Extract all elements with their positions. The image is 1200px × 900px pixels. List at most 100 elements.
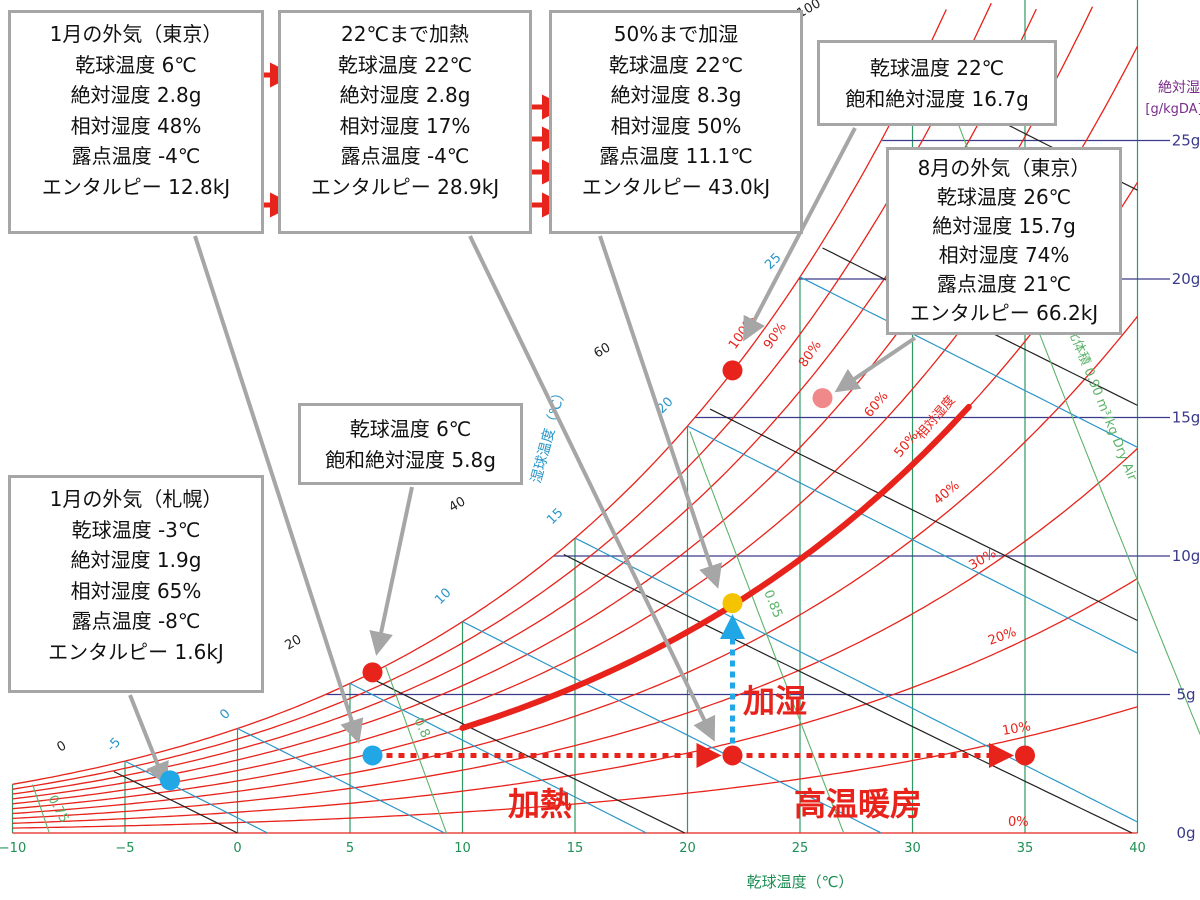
tokyo-jan-point	[362, 745, 383, 766]
tokyo-jan-abs-humidity: 絶対湿度 2.8g	[70, 83, 202, 107]
saturation-6c-box: 乾球温度 6℃ 飽和絶対湿度 5.8g	[298, 403, 523, 485]
humidified-title: 50%まで加湿	[613, 22, 739, 46]
wet-bulb-line	[799, 276, 1138, 448]
specific-volume-label: 0.85	[760, 588, 785, 620]
heating-label: 加熱	[508, 785, 572, 823]
leader-lines-layer	[128, 127, 917, 787]
rh-label: 90%	[761, 320, 790, 352]
tokyo-august-box: 8月の外気（東京） 乾球温度 26℃ 絶対湿度 15.7g 相対湿度 74% 露…	[886, 147, 1122, 335]
rh-curve	[12, 8, 1037, 795]
rh-label: 10%	[1001, 719, 1032, 739]
sat22-saturation: 飽和絶対湿度 16.7g	[845, 86, 1029, 111]
heated-drybulb: 乾球温度 22℃	[337, 52, 473, 77]
y-axis-title: 絶対湿度	[1158, 80, 1200, 96]
x-tick-label: 35	[1017, 841, 1034, 856]
y-tick-label: 0g	[1176, 824, 1195, 842]
heated-box: 22℃まで加熱 乾球温度 22℃ 絶対湿度 2.8g 相対湿度 17% 露点温度…	[278, 10, 532, 234]
wet-bulb-line	[574, 537, 1138, 823]
leader-line	[193, 235, 364, 744]
grid-layer	[11, 0, 1170, 833]
sat6-saturation: 飽和絶対湿度 5.8g	[325, 447, 496, 472]
wet-bulb-label: 10	[432, 586, 454, 608]
rh-label: 0%	[1008, 815, 1029, 830]
sapporo-jan-abs-humidity: 絶対湿度 1.9g	[70, 548, 202, 572]
humidified-box: 50%まで加湿 乾球温度 22℃ 絶対湿度 8.3g 相対湿度 50% 露点温度…	[549, 10, 803, 234]
x-axis-title: 乾球温度（℃）	[747, 873, 854, 891]
wet-bulb-label: -5	[104, 735, 124, 755]
tokyo-aug-dewpoint: 露点温度 21℃	[936, 272, 1072, 296]
rh-curve	[12, 45, 1139, 805]
wet-bulb-line	[237, 727, 445, 834]
specific-volume-line	[385, 666, 448, 834]
heated-enthalpy: エンタルピー 28.9kJ	[310, 174, 500, 199]
tokyo-aug-point	[812, 388, 833, 409]
leader-line	[468, 235, 716, 742]
tokyo-aug-abs-humidity: 絶対湿度 15.7g	[932, 214, 1076, 238]
y-tick-label: 20g	[1172, 270, 1200, 288]
y-tick-label: 10g	[1172, 547, 1200, 565]
heated-rel-humidity: 相対湿度 17%	[339, 113, 471, 138]
sat6-drybulb: 乾球温度 6℃	[349, 417, 472, 441]
x-tick-label: 40	[1129, 841, 1146, 856]
tokyo-january-box: 1月の外気（東京） 乾球温度 6℃ 絶対湿度 2.8g 相対湿度 48% 露点温…	[8, 10, 264, 234]
x-tick-label: 0	[233, 841, 241, 856]
x-tick-label: 15	[567, 841, 584, 856]
x-tick-label: 30	[904, 841, 921, 856]
enthalpy-line	[709, 408, 1138, 622]
humidified-abs-humidity: 絶対湿度 8.3g	[610, 83, 742, 107]
x-tick-label: −5	[115, 841, 134, 856]
enthalpy-label: 20	[283, 632, 305, 653]
tokyo-jan-title: 1月の外気（東京）	[49, 22, 223, 46]
enthalpy-label: 60	[592, 340, 614, 361]
sat22-drybulb: 乾球温度 22℃	[869, 56, 1005, 80]
sapporo-jan-point	[160, 770, 180, 791]
enthalpy-label: 0	[55, 738, 70, 755]
wet-bulb-lines-layer	[124, 276, 1138, 834]
saturation-22c-box: 乾球温度 22℃ 飽和絶対湿度 16.7g	[817, 40, 1057, 126]
humidified-drybulb: 乾球温度 22℃	[608, 52, 744, 77]
leader-line	[128, 694, 169, 787]
humidified-dewpoint: 露点温度 11.1℃	[599, 144, 753, 168]
sapporo-january-box: 1月の外気（札幌） 乾球温度 -3℃ 絶対湿度 1.9g 相対湿度 65% 露点…	[8, 475, 264, 693]
wet-bulb-line	[349, 682, 647, 834]
rh-curve	[12, 315, 1139, 815]
rh-curve	[12, 447, 1138, 820]
saturation-6c-point	[362, 662, 383, 683]
humidifying-label: 加湿	[743, 682, 807, 720]
high-temp-heating-label: 高温暖房	[794, 785, 922, 823]
x-tick-label: 20	[679, 841, 696, 856]
y-tick-label: 25g	[1172, 132, 1200, 150]
specific-volume-line	[689, 431, 845, 834]
tokyo-jan-drybulb: 乾球温度 6℃	[75, 52, 197, 77]
x-tick-label: 25	[792, 841, 809, 856]
tokyo-aug-rel-humidity: 相対湿度 74%	[938, 243, 1070, 267]
enthalpy-line	[113, 770, 238, 834]
x-tick-label: −10	[0, 841, 26, 856]
humidified-rel-humidity: 相対湿度 50%	[610, 113, 742, 138]
points-layer	[160, 360, 1035, 791]
tokyo-aug-title: 8月の外気（東京）	[917, 156, 1091, 180]
heated-abs-humidity: 絶対湿度 2.8g	[339, 83, 471, 107]
humidified-50pct-point	[722, 593, 743, 614]
high-temp-heating-point	[1015, 745, 1035, 766]
leader-line	[369, 486, 414, 656]
saturation-22c-point	[722, 360, 743, 381]
rh-curve	[12, 706, 1138, 829]
leader-line	[834, 336, 917, 393]
y-tick-label: 15g	[1172, 409, 1200, 427]
tokyo-jan-dewpoint: 露点温度 -4℃	[71, 144, 201, 168]
enthalpy-label: 40	[447, 494, 469, 515]
humidified-enthalpy: エンタルピー 43.0kJ	[581, 174, 771, 199]
rh-curve	[12, 2, 992, 790]
wet-bulb-line	[124, 760, 268, 834]
heated-title: 22℃まで加熱	[341, 22, 469, 46]
rh-label: 60%	[862, 389, 892, 421]
sapporo-jan-drybulb: 乾球温度 -3℃	[71, 517, 201, 542]
heated-dewpoint: 露点温度 -4℃	[340, 144, 470, 168]
specific-volume-line	[32, 784, 50, 834]
wet-bulb-label: 15	[544, 506, 566, 528]
wet-bulb-line	[462, 621, 882, 834]
rh-curve	[12, 9, 947, 785]
x-tick-label: 5	[346, 841, 354, 856]
